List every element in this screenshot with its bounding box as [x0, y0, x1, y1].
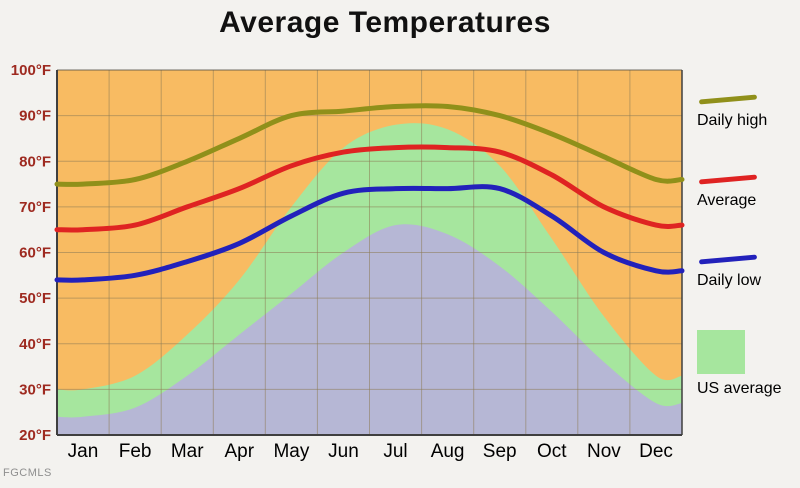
svg-text:30°F: 30°F — [19, 381, 51, 398]
watermark: FGCMLS — [3, 467, 52, 479]
svg-text:Sep: Sep — [483, 441, 517, 462]
svg-text:90°F: 90°F — [19, 108, 51, 125]
us-average-area-swatch — [697, 330, 745, 374]
svg-text:50°F: 50°F — [19, 290, 51, 307]
svg-text:20°F: 20°F — [19, 427, 51, 444]
svg-text:Jun: Jun — [328, 441, 359, 462]
chart-title: Average Temperatures — [219, 6, 551, 39]
legend-item-average: Average — [697, 173, 758, 210]
legend-label-daily-low: Daily low — [697, 272, 762, 289]
svg-text:Oct: Oct — [537, 441, 567, 462]
legend-item-us-average: US average — [697, 330, 782, 398]
svg-text:Apr: Apr — [225, 441, 255, 462]
svg-text:Aug: Aug — [431, 441, 465, 462]
legend-item-daily-low: Daily low — [697, 253, 761, 290]
svg-text:100°F: 100°F — [11, 62, 51, 79]
daily-high-line-swatch — [698, 94, 758, 105]
daily-low-line-swatch — [698, 254, 758, 265]
svg-text:70°F: 70°F — [19, 199, 51, 216]
svg-text:Feb: Feb — [119, 441, 152, 462]
svg-text:80°F: 80°F — [19, 153, 51, 170]
svg-text:May: May — [273, 441, 309, 462]
legend-label-daily-high: Daily high — [697, 112, 768, 129]
legend-label-average: Average — [697, 192, 757, 209]
svg-text:Nov: Nov — [587, 441, 621, 462]
svg-text:Mar: Mar — [171, 441, 204, 462]
average-line-swatch — [698, 174, 758, 185]
svg-text:Jan: Jan — [68, 441, 99, 462]
svg-text:Dec: Dec — [639, 441, 673, 462]
legend-item-daily-high: Daily high — [697, 93, 767, 130]
svg-text:40°F: 40°F — [19, 336, 51, 353]
svg-text:Jul: Jul — [383, 441, 407, 462]
svg-text:60°F: 60°F — [19, 245, 51, 262]
legend-label-us-average: US average — [697, 380, 782, 397]
